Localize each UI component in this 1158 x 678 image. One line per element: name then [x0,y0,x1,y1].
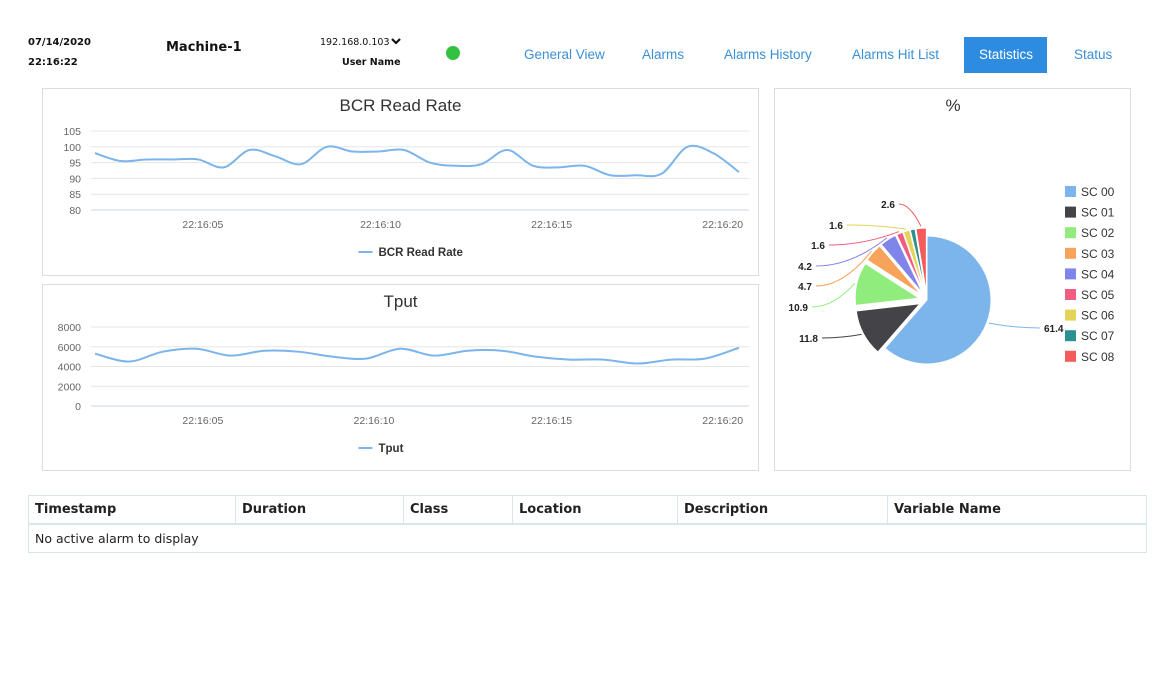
y-tick-label: 80 [69,205,81,217]
series-line [94,144,740,178]
data-label: 1.6 [811,241,825,252]
nav-statistics[interactable]: Statistics [964,37,1047,73]
machine-name: Machine-1 [166,40,242,55]
table-header-row: Timestamp Duration Class Location Descri… [28,495,1147,525]
user-name[interactable]: User Name [342,57,401,68]
legend-swatch [1065,186,1076,197]
y-tick-label: 4000 [58,362,82,374]
pie-slice-sc-04 [880,234,924,294]
legend-label: SC 02 [1081,226,1115,240]
data-label: 2.6 [881,200,895,211]
chart-title: Tput [383,292,417,311]
empty-table-message: No active alarm to display [28,523,1147,553]
pie-slice-sc-05 [896,231,925,293]
nav-alarms[interactable]: Alarms [642,47,685,62]
y-tick-label: 90 [69,173,81,185]
nav-alarms-history[interactable]: Alarms History [724,47,812,62]
legend-label: SC 00 [1081,185,1115,199]
column-header-class[interactable]: Class [403,495,513,525]
ip-address[interactable]: 192.168.0.103 [320,37,390,48]
legend-swatch [1065,206,1076,218]
x-tick-label: 22:16:15 [531,415,572,427]
pie-slice-sc-01 [855,303,922,353]
x-tick-label: 22:16:10 [354,415,395,427]
data-label-connector [821,333,862,339]
column-header-timestamp[interactable]: Timestamp [28,495,236,525]
percentage-pie-panel: % 61.4 11.8 10.9 4.7 4.2 1.6 1.6 2.6 SC 00 SC 01 SC… [774,88,1131,471]
nav-general-view[interactable]: General View [524,47,605,62]
header-date: 07/14/2020 [28,37,91,48]
data-label: 4.7 [798,282,812,293]
legend-label: SC 06 [1081,309,1115,323]
tput-chart: Tput 0 2000 4000 6000 8000 22:16:05 22:16:10 22:… [58,292,749,455]
data-label-connector [898,203,922,227]
legend-label: SC 03 [1081,247,1115,261]
data-label-connector [828,231,900,246]
pie-slice-sc-08 [915,227,927,293]
legend-label: SC 08 [1081,350,1115,364]
chart-title: BCR Read Rate [340,96,462,115]
legend-swatch [1065,289,1076,300]
data-label: 4.2 [798,262,812,273]
x-tick-label: 22:16:20 [702,219,743,231]
y-tick-label: 105 [63,126,81,138]
percentage-pie-chart: % 61.4 11.8 10.9 4.7 4.2 1.6 1.6 2.6 SC 00 SC 01 SC… [789,96,1115,365]
y-tick-label: 2000 [58,381,82,393]
legend-label: SC 01 [1081,206,1115,220]
pie-slice-sc-06 [902,229,926,293]
y-tick-label: 8000 [58,322,82,334]
legend-label: BCR Read Rate [379,247,463,259]
y-tick-label: 6000 [58,342,82,354]
series-line [94,346,740,365]
legend-label: SC 05 [1081,288,1115,302]
data-label: 1.6 [829,221,843,232]
data-label: 11.8 [799,334,818,345]
data-label: 61.4 [1044,324,1064,335]
alarms-table: Timestamp Duration Class Location Descri… [28,495,1147,553]
chart-title: % [945,96,960,115]
legend-label: SC 04 [1081,267,1115,281]
tput-panel: Tput 0 2000 4000 6000 8000 22:16:05 22:16:10 22:… [42,284,759,471]
x-tick-label: 22:16:20 [702,415,743,427]
legend-label: Tput [379,443,404,455]
legend-swatch [1065,227,1076,239]
column-header-duration[interactable]: Duration [235,495,404,525]
legend-label: SC 07 [1081,329,1115,343]
bcr-read-rate-chart: BCR Read Rate 80 85 90 95 100 105 22:16:05 22:16… [63,96,749,259]
x-tick-label: 22:16:05 [182,415,223,427]
pie-slice-sc-07 [909,228,926,293]
bcr-read-rate-panel: BCR Read Rate 80 85 90 95 100 105 22:16:05 22:16… [42,88,759,276]
y-tick-label: 100 [63,142,81,154]
header-time: 22:16:22 [28,57,78,68]
column-header-variable-name[interactable]: Variable Name [887,495,1147,525]
y-tick-label: 85 [69,189,81,201]
legend-swatch [1065,330,1076,342]
data-label-connector [815,237,888,267]
chevron-down-icon[interactable] [390,35,402,50]
table-row: No active alarm to display [28,523,1147,553]
x-tick-label: 22:16:15 [531,219,572,231]
pie-slice-sc-02 [854,262,921,306]
connection-status-indicator [446,46,460,60]
column-header-description[interactable]: Description [677,495,888,525]
pie-slice-sc-03 [866,245,922,296]
legend-swatch [1065,268,1076,280]
y-tick-label: 95 [69,158,81,170]
column-header-location[interactable]: Location [512,495,678,525]
x-tick-label: 22:16:05 [182,219,223,231]
y-tick-label: 0 [75,401,81,413]
nav-alarms-hit-list[interactable]: Alarms Hit List [852,47,940,62]
data-label-connector [846,224,906,230]
data-label-connector [988,322,1041,329]
nav-status[interactable]: Status [1074,47,1113,62]
data-label: 10.9 [789,303,809,314]
legend-swatch [1065,350,1076,362]
pie-slice-sc-00 [884,235,992,365]
x-tick-label: 22:16:10 [360,219,401,231]
legend-swatch [1065,309,1076,321]
data-label-connector [811,282,856,308]
data-label-connector [815,250,872,287]
legend-swatch [1065,247,1076,259]
